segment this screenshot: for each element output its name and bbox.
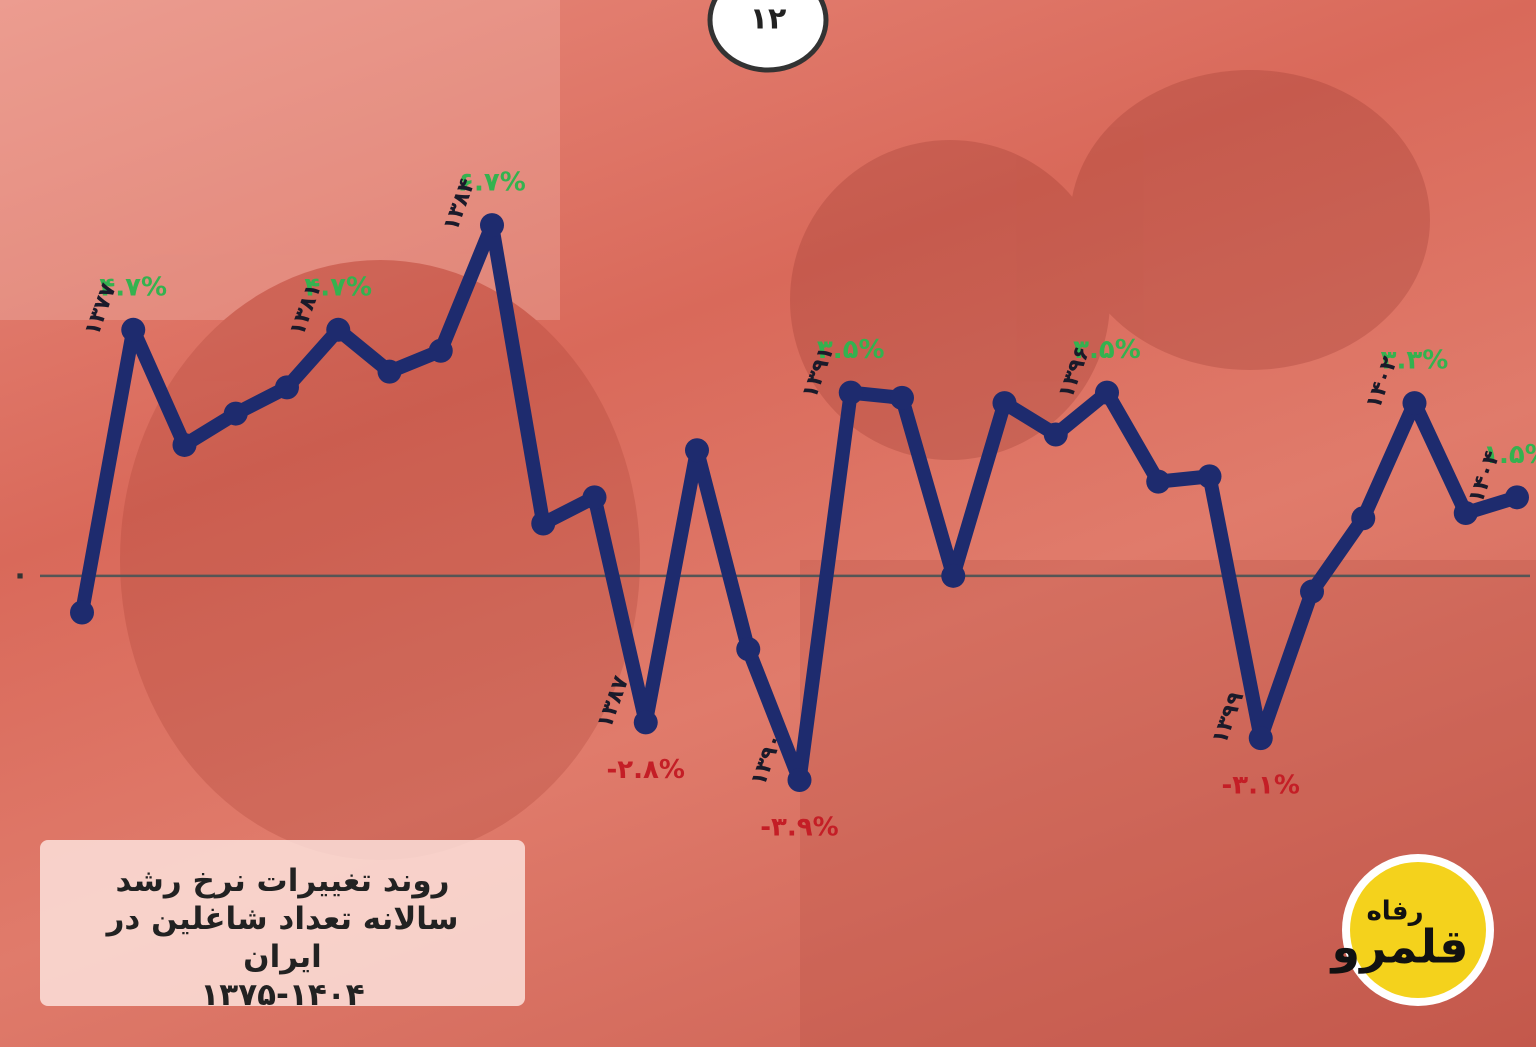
value-label: -۳.۱% — [1222, 771, 1300, 801]
title-box: روند تغییرات نرخ رشد سالانه تعداد شاغلین… — [40, 840, 525, 1006]
value-label: -۳.۹% — [760, 813, 838, 843]
point — [993, 391, 1017, 415]
point — [275, 375, 299, 399]
chart-subtitle: ۱۳۷۵-۱۴۰۴ — [40, 976, 525, 1014]
x-tick-label: ۱۴۰۲ — [1361, 353, 1403, 413]
page-number: ۱۲ — [750, 2, 787, 37]
point — [583, 485, 607, 509]
point — [70, 600, 94, 624]
chart-title: روند تغییرات نرخ رشد سالانه تعداد شاغلین… — [40, 840, 525, 976]
point — [1454, 501, 1478, 525]
point — [326, 318, 350, 342]
point — [1095, 381, 1119, 405]
point — [378, 360, 402, 384]
logo-tag: رفاه — [1366, 897, 1423, 927]
point — [1146, 470, 1170, 494]
point — [1505, 485, 1529, 509]
point — [1351, 506, 1375, 530]
point — [1300, 580, 1324, 604]
point — [890, 386, 914, 410]
point — [531, 512, 555, 536]
point — [839, 381, 863, 405]
point — [685, 438, 709, 462]
point — [634, 710, 658, 734]
y-tick-label: ۰ — [11, 557, 29, 592]
point — [1249, 726, 1273, 750]
value-label: -۲.۸% — [607, 755, 685, 785]
point — [224, 402, 248, 426]
point — [121, 318, 145, 342]
point — [941, 564, 965, 588]
point — [480, 213, 504, 237]
point — [736, 637, 760, 661]
logo-name: قلمرو — [1330, 920, 1469, 974]
point — [1403, 391, 1427, 415]
point — [173, 433, 197, 457]
point — [1044, 423, 1068, 447]
x-tick-label: ۱۳۹۰ — [746, 730, 788, 789]
point — [788, 768, 812, 792]
page: ۱۲ قلمرو رفاه ۰۴.۷%۱۳۷۷۴.۷%۱۳۸۱۶.۷%۱۳۸۴-… — [0, 0, 1536, 1047]
point — [429, 339, 453, 363]
point — [1198, 464, 1222, 488]
